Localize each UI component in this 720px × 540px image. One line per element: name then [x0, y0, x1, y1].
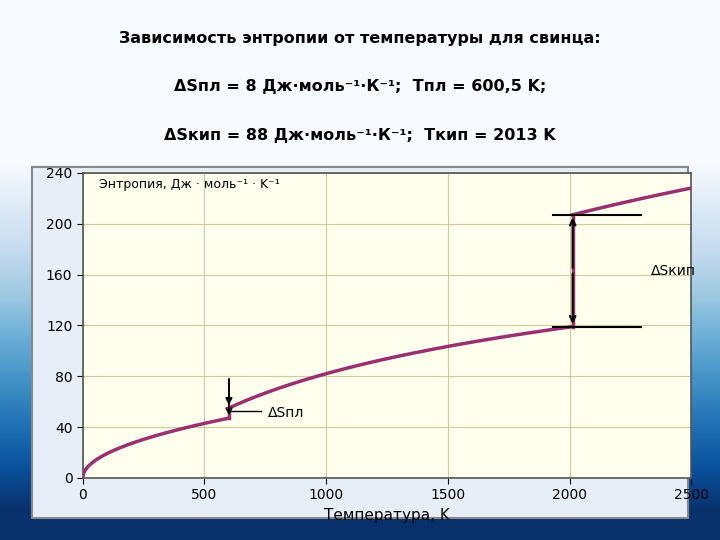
- Text: Энтропия, Дж · моль⁻¹ · K⁻¹: Энтропия, Дж · моль⁻¹ · K⁻¹: [99, 178, 279, 191]
- X-axis label: Температура, K: Температура, K: [324, 508, 450, 523]
- Text: ΔSпл = 8 Дж·моль⁻¹·К⁻¹;  Tпл = 600,5 K;: ΔSпл = 8 Дж·моль⁻¹·К⁻¹; Tпл = 600,5 K;: [174, 79, 546, 93]
- Text: ΔSпл: ΔSпл: [268, 406, 305, 420]
- Text: ΔSкип: ΔSкип: [651, 264, 696, 278]
- Text: ΔSкип = 88 Дж·моль⁻¹·К⁻¹;  Tкип = 2013 K: ΔSкип = 88 Дж·моль⁻¹·К⁻¹; Tкип = 2013 K: [164, 129, 556, 143]
- Text: Зависимость энтропии от температуры для свинца:: Зависимость энтропии от температуры для …: [120, 31, 600, 45]
